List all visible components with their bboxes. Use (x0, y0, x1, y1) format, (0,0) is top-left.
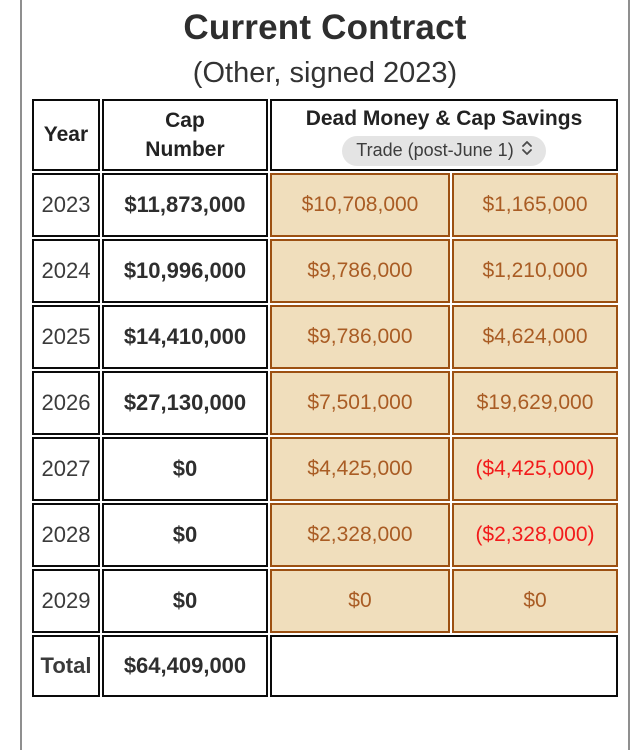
contract-year-row: 2025 $14,410,000 $9,786,000 $4,624,000 (31, 305, 618, 369)
dead-money-cell: $7,501,000 (269, 371, 450, 435)
cap-number-cell: $0 (101, 569, 268, 633)
cap-savings-cell: ($4,425,000) (451, 437, 618, 501)
table-header-row: Year Cap Number Dead Money & Cap Savings… (31, 99, 618, 171)
year-cell: 2024 (31, 239, 100, 303)
contract-year-row: 2023 $11,873,000 $10,708,000 $1,165,000 (31, 173, 618, 237)
cap-number-cell: $27,130,000 (101, 371, 268, 435)
dead-money-cap-savings-header: Dead Money & Cap Savings Trade (post-Jun… (269, 99, 618, 171)
year-cell: 2025 (31, 305, 100, 369)
total-row: Total $64,409,000 (31, 635, 618, 697)
contract-year-row: 2028 $0 $2,328,000 ($2,328,000) (31, 503, 618, 567)
dead-money-cell: $0 (269, 569, 450, 633)
cap-number-header-label: Cap Number (145, 108, 225, 161)
year-cell: 2026 (31, 371, 100, 435)
cap-number-column-header: Cap Number (101, 99, 268, 171)
cap-savings-cell: $0 (451, 569, 618, 633)
contract-year-row: 2027 $0 $4,425,000 ($4,425,000) (31, 437, 618, 501)
contract-year-row: 2024 $10,996,000 $9,786,000 $1,210,000 (31, 239, 618, 303)
chevron-up-down-icon (521, 140, 533, 161)
page-title: Current Contract (183, 8, 467, 47)
dead-money-cell: $9,786,000 (269, 305, 450, 369)
contract-year-row: 2029 $0 $0 $0 (31, 569, 618, 633)
year-cell: 2023 (31, 173, 100, 237)
cap-number-cell: $0 (101, 437, 268, 501)
cap-number-cell: $11,873,000 (101, 173, 268, 237)
year-cell: 2028 (31, 503, 100, 567)
page-container: Current Contract (Other, signed 2023) Ye… (20, 0, 630, 750)
dead-money-cell: $2,328,000 (269, 503, 450, 567)
total-cap-number-cell: $64,409,000 (101, 635, 268, 697)
dead-money-cell: $9,786,000 (269, 239, 450, 303)
cap-number-cell: $14,410,000 (101, 305, 268, 369)
page-subtitle: (Other, signed 2023) (192, 57, 458, 89)
contract-table: Year Cap Number Dead Money & Cap Savings… (29, 97, 620, 699)
dead-money-view-select[interactable]: Trade (post-June 1) (342, 136, 546, 167)
cap-savings-cell: $1,165,000 (451, 173, 618, 237)
year-column-header: Year (31, 99, 100, 171)
dead-money-header-label: Dead Money & Cap Savings (305, 106, 583, 130)
dead-money-cell: $10,708,000 (269, 173, 450, 237)
total-label-cell: Total (31, 635, 100, 697)
cap-savings-cell: $4,624,000 (451, 305, 618, 369)
dead-money-view-select-value: Trade (post-June 1) (356, 140, 514, 161)
cap-number-cell: $10,996,000 (101, 239, 268, 303)
total-empty-cell (269, 635, 618, 697)
cap-number-cell: $0 (101, 503, 268, 567)
dead-money-cell: $4,425,000 (269, 437, 450, 501)
year-cell: 2027 (31, 437, 100, 501)
cap-savings-cell: $1,210,000 (451, 239, 618, 303)
cap-savings-cell: $19,629,000 (451, 371, 618, 435)
cap-savings-cell: ($2,328,000) (451, 503, 618, 567)
contract-year-row: 2026 $27,130,000 $7,501,000 $19,629,000 (31, 371, 618, 435)
year-cell: 2029 (31, 569, 100, 633)
